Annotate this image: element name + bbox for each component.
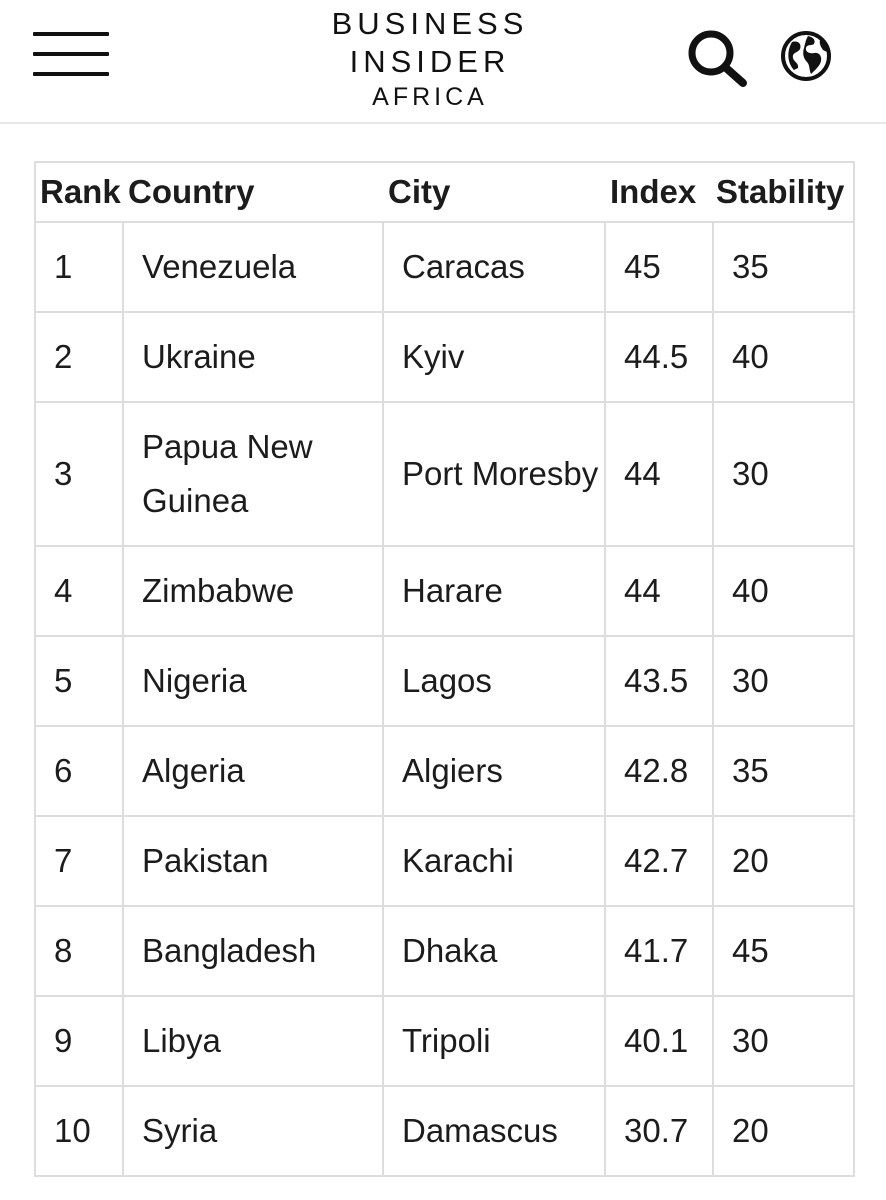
column-header-rank: Rank [34,161,123,223]
table-row: 8 Bangladesh Dhaka 41.7 45 [34,905,855,997]
cell-rank: 1 [34,221,124,313]
cell-city: Damascus [382,1085,606,1177]
cell-rank: 5 [34,635,124,727]
cell-stability: 45 [712,905,855,997]
cell-country: Ukraine [122,311,384,403]
logo-line-business: BUSINESS [331,6,529,41]
site-header: BUSINESS INSIDER AFRICA [0,0,886,124]
table-row: 3 Papua New Guinea Port Moresby 44 30 [34,401,855,547]
cell-city: Kyiv [382,311,606,403]
cell-country: Zimbabwe [122,545,384,637]
cell-city: Port Moresby [382,401,606,547]
cell-index: 41.7 [604,905,714,997]
table-row: 9 Libya Tripoli 40.1 30 [34,995,855,1087]
cell-city: Harare [382,545,606,637]
hamburger-menu-icon[interactable] [33,32,109,80]
logo-line-africa: AFRICA [372,83,488,111]
cell-country: Algeria [122,725,384,817]
ranking-table: Rank Country City Index Stability 1 Vene… [34,161,855,1177]
cell-country: Syria [122,1085,384,1177]
cell-stability: 35 [712,725,855,817]
cell-stability: 20 [712,815,855,907]
cell-index: 40.1 [604,995,714,1087]
table-header-row: Rank Country City Index Stability [34,161,855,223]
cell-country: Papua New Guinea [122,401,384,547]
cell-country: Venezuela [122,221,384,313]
table-row: 2 Ukraine Kyiv 44.5 40 [34,311,855,403]
table-row: 7 Pakistan Karachi 42.7 20 [34,815,855,907]
cell-country: Nigeria [122,635,384,727]
cell-index: 44 [604,545,714,637]
cell-index: 44.5 [604,311,714,403]
cell-rank: 6 [34,725,124,817]
logo-line-insider: INSIDER [349,44,511,79]
cell-rank: 3 [34,401,124,547]
cell-index: 43.5 [604,635,714,727]
cell-index: 45 [604,221,714,313]
table-row: 5 Nigeria Lagos 43.5 30 [34,635,855,727]
cell-rank: 7 [34,815,124,907]
cell-rank: 10 [34,1085,124,1177]
cell-stability: 35 [712,221,855,313]
cell-rank: 2 [34,311,124,403]
cell-country: Bangladesh [122,905,384,997]
cell-index: 30.7 [604,1085,714,1177]
cell-rank: 8 [34,905,124,997]
column-header-index: Index [605,161,713,223]
cell-city: Lagos [382,635,606,727]
cell-city: Caracas [382,221,606,313]
cell-stability: 40 [712,545,855,637]
cell-city: Algiers [382,725,606,817]
cell-country: Libya [122,995,384,1087]
cell-stability: 20 [712,1085,855,1177]
cell-index: 42.8 [604,725,714,817]
cell-city: Karachi [382,815,606,907]
cell-index: 42.7 [604,815,714,907]
cell-index: 44 [604,401,714,547]
cell-rank: 9 [34,995,124,1087]
cell-rank: 4 [34,545,124,637]
cell-stability: 40 [712,311,855,403]
column-header-country: Country [123,161,383,223]
table-row: 4 Zimbabwe Harare 44 40 [34,545,855,637]
table-row: 10 Syria Damascus 30.7 20 [34,1085,855,1177]
site-logo[interactable]: BUSINESS INSIDER AFRICA [280,6,580,110]
cell-stability: 30 [712,995,855,1087]
cell-stability: 30 [712,635,855,727]
table-row: 1 Venezuela Caracas 45 35 [34,221,855,313]
column-header-stability: Stability [713,161,855,223]
search-icon[interactable] [686,28,750,88]
cell-city: Tripoli [382,995,606,1087]
globe-icon[interactable] [780,30,832,82]
cell-country: Pakistan [122,815,384,907]
table-row: 6 Algeria Algiers 42.8 35 [34,725,855,817]
cell-city: Dhaka [382,905,606,997]
column-header-city: City [383,161,605,223]
cell-stability: 30 [712,401,855,547]
